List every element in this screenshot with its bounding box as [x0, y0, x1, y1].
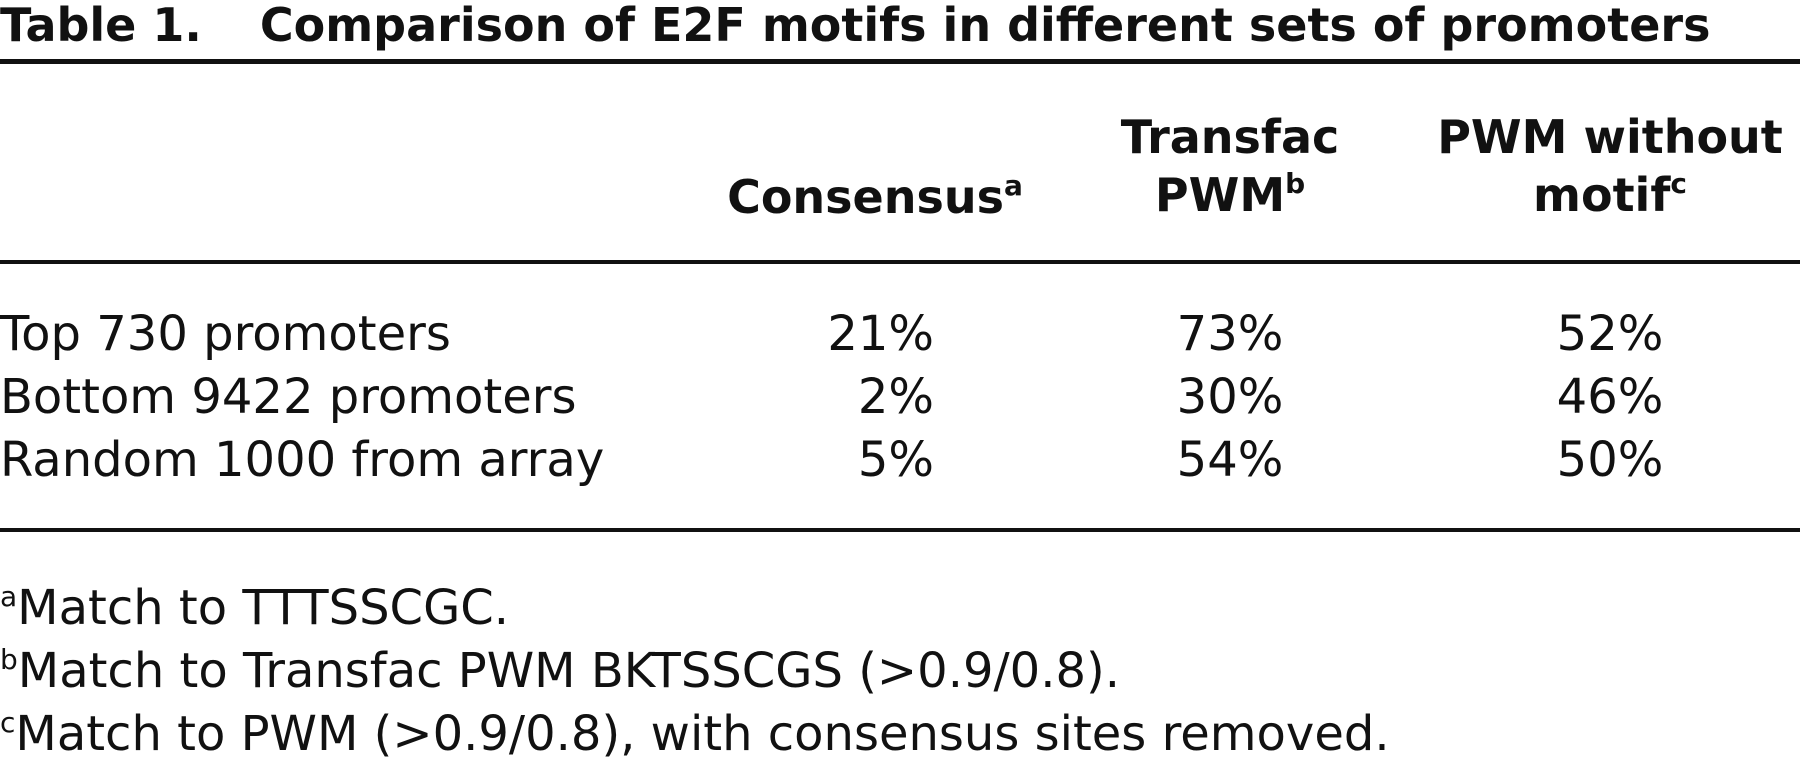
cell-pwm-without-motif: 50% — [1556, 432, 1664, 488]
table-caption: Table 1. Comparison of E2F motifs in diff… — [0, 0, 1710, 56]
column-header-line: PWM without — [1437, 110, 1783, 164]
footnote: cMatch to PWM (>0.9/0.8), with consensus… — [0, 702, 1390, 766]
table-row: Random 1000 from array 5% 54% 50% — [0, 428, 1800, 492]
cell-consensus: 5% — [857, 432, 934, 488]
column-header-text: motif — [1533, 168, 1671, 222]
bottom-rule — [0, 528, 1800, 532]
cell-transfac-pwm: 30% — [1176, 369, 1284, 425]
column-header-footnote-mark: a — [1004, 169, 1023, 202]
column-header-text: Consensus — [727, 170, 1005, 224]
row-label: Bottom 9422 promoters — [0, 369, 577, 425]
column-header-footnote-mark: b — [1285, 167, 1306, 200]
top-rule — [0, 59, 1800, 64]
column-header-consensus: Consensusa — [715, 168, 1035, 226]
row-label: Random 1000 from array — [0, 432, 605, 488]
cell-consensus: 21% — [827, 306, 934, 362]
column-header-pwm-without-motif: PWM without motifc — [1420, 108, 1800, 224]
table-label: Table 1. — [0, 0, 202, 52]
footnote-mark: a — [0, 580, 18, 613]
header-rule — [0, 260, 1800, 264]
table-row: Top 730 promoters 21% 73% 52% — [0, 302, 1800, 366]
cell-pwm-without-motif: 52% — [1556, 306, 1664, 362]
column-header-transfac-pwm: Transfac PWMb — [1070, 108, 1390, 224]
cell-pwm-without-motif: 46% — [1556, 369, 1664, 425]
footnote-mark: b — [0, 643, 18, 676]
table-row: Bottom 9422 promoters 2% 30% 46% — [0, 365, 1800, 429]
footnote-mark: c — [0, 706, 16, 739]
cell-transfac-pwm: 73% — [1176, 306, 1284, 362]
footnote-text: Match to PWM (>0.9/0.8), with consensus … — [15, 706, 1390, 762]
column-header-line: PWMb — [1070, 166, 1390, 224]
cell-consensus: 2% — [857, 369, 934, 425]
footnote-text: Match to Transfac PWM BKTSSCGS (>0.9/0.8… — [17, 643, 1120, 699]
footnote: bMatch to Transfac PWM BKTSSCGS (>0.9/0.… — [0, 639, 1120, 703]
footnote-text: Match to TTTSSCGC. — [17, 580, 510, 636]
column-header-line: motifc — [1420, 166, 1800, 224]
column-header-footnote-mark: c — [1670, 167, 1687, 200]
footnote: aMatch to TTTSSCGC. — [0, 576, 509, 640]
row-label: Top 730 promoters — [0, 306, 451, 362]
cell-transfac-pwm: 54% — [1176, 432, 1284, 488]
table-title: Comparison of E2F motifs in different se… — [259, 0, 1711, 52]
column-header-line: Transfac — [1120, 110, 1340, 164]
column-header-text: PWM — [1154, 168, 1286, 222]
